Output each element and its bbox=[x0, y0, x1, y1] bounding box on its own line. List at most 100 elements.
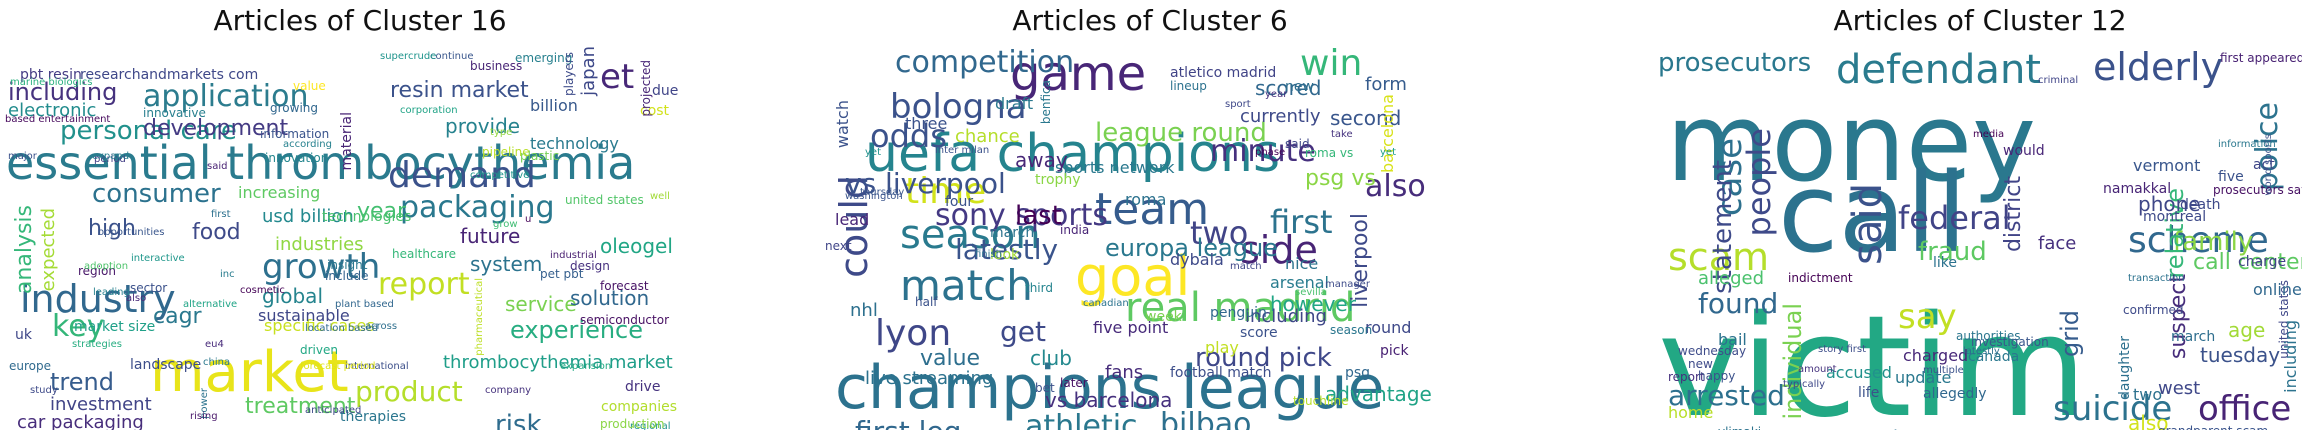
cloud-word: report bbox=[378, 267, 470, 302]
cloud-word: resin market bbox=[390, 78, 529, 103]
cloud-word: match bbox=[900, 261, 1033, 310]
cloud-word: company bbox=[485, 385, 532, 396]
cloud-word: well bbox=[650, 191, 670, 202]
cloud-word: sony sports bbox=[935, 198, 1109, 233]
cloud-word: growth bbox=[262, 247, 381, 287]
cloud-word: touchline bbox=[1293, 394, 1349, 408]
cloud-word: demand bbox=[388, 155, 536, 196]
cloud-word: include bbox=[325, 269, 369, 283]
cloud-word: including bbox=[1245, 306, 1327, 327]
cloud-word: application bbox=[143, 79, 309, 114]
cloud-word: international bbox=[345, 361, 409, 372]
cloud-word: landscape bbox=[130, 357, 202, 373]
cloud-word: development bbox=[143, 116, 289, 141]
cloud-word: advantage bbox=[1325, 382, 1432, 406]
cloud-word: bail bbox=[1718, 330, 1747, 349]
cloud-word: club bbox=[1030, 346, 1072, 370]
cloud-word: technologies bbox=[322, 209, 412, 225]
cloud-word: material bbox=[339, 112, 355, 171]
cloud-word: solution bbox=[570, 286, 650, 310]
cloud-word: life bbox=[1858, 385, 1880, 401]
cloud-word: supercrude bbox=[380, 51, 437, 62]
cloud-word: happy bbox=[1698, 369, 1736, 383]
cloud-word: usd billion bbox=[262, 206, 354, 227]
cloud-word: emerging bbox=[515, 51, 573, 65]
cloud-word: china bbox=[203, 357, 231, 368]
cloud-word: high bbox=[88, 216, 136, 241]
cloud-word: competitive bbox=[470, 170, 530, 181]
cloud-word: score bbox=[1240, 325, 1278, 341]
cloud-word: grid bbox=[2056, 310, 2084, 358]
cloud-word: individual bbox=[1779, 303, 1807, 420]
cloud-word: allegedly bbox=[1923, 386, 1987, 402]
cloud-word: food bbox=[192, 220, 241, 245]
cloud-word: team bbox=[1095, 184, 1210, 235]
cloud-word: sports network bbox=[1055, 158, 1175, 177]
cloud-word: information bbox=[260, 127, 330, 141]
cloud-word: wednesday bbox=[1678, 344, 1747, 358]
cloud-word: healthcare bbox=[392, 247, 456, 261]
cloud-word: industry bbox=[20, 277, 176, 321]
cloud-word: take bbox=[1331, 129, 1353, 140]
cloud-word: forecast bbox=[600, 279, 649, 293]
cloud-word: online bbox=[2253, 280, 2302, 299]
cloud-word: grandparent scam bbox=[2158, 425, 2268, 430]
cloud-word: goal bbox=[1075, 245, 1191, 308]
cloud-word: charge bbox=[2238, 254, 2287, 270]
word-cloud: essential thrombocythemia market growth ind… bbox=[0, 40, 720, 430]
cloud-word: suicide bbox=[2053, 389, 2173, 429]
cloud-word: face bbox=[2038, 233, 2077, 254]
cloud-word: home bbox=[1668, 403, 1714, 422]
cloud-word: confirmed bbox=[2123, 303, 2184, 317]
cloud-word: pipeline bbox=[482, 145, 530, 159]
cloud-word: game bbox=[1010, 46, 1147, 102]
cloud-word: cost bbox=[640, 103, 670, 119]
word-cloud: victim money call defendant elderly scam schem… bbox=[1658, 40, 2302, 430]
cloud-word: industrial bbox=[550, 250, 597, 261]
cloud-word: value bbox=[920, 346, 981, 371]
cloud-word: market size bbox=[74, 319, 156, 335]
cloud-word: typically bbox=[1783, 379, 1826, 390]
cloud-word: uefa champions bbox=[865, 124, 1281, 184]
cloud-word: next bbox=[825, 239, 852, 253]
cloud-word: match bbox=[1230, 261, 1262, 272]
cloud-word: amount bbox=[1798, 364, 1837, 375]
cloud-word: look bbox=[990, 247, 1020, 263]
cloud-word: third bbox=[1025, 281, 1053, 295]
cloud-word: adoption bbox=[84, 261, 129, 272]
cloud-word: pbt resin bbox=[20, 67, 82, 83]
cloud-word: currently bbox=[1240, 106, 1321, 127]
cloud-word: corporation bbox=[400, 105, 458, 116]
cloud-word: pick bbox=[1380, 343, 1409, 359]
cloud-word: win bbox=[1300, 43, 1363, 84]
cloud-word: minute bbox=[1210, 134, 1316, 169]
cloud-word: alleged bbox=[1698, 268, 1765, 289]
cloud-word: new bbox=[1688, 357, 1713, 371]
cloud-word: district bbox=[2001, 176, 2026, 253]
cloud-word: chance bbox=[955, 126, 1020, 147]
cloud-word: march bbox=[2171, 329, 2216, 345]
cloud-word: across bbox=[365, 321, 398, 332]
cloud-word: arrested bbox=[1668, 379, 1785, 412]
cloud-word: nhl bbox=[850, 300, 878, 321]
cloud-word: psg bbox=[1345, 365, 1371, 381]
cloud-word: draft bbox=[995, 94, 1034, 113]
cloud-word: attorney bbox=[1908, 428, 1993, 430]
cloud-word: arsenal bbox=[1270, 273, 1329, 292]
cloud-word: bet bbox=[1035, 381, 1055, 395]
cloud-word: half bbox=[915, 295, 938, 309]
cloud-word: also bbox=[2128, 411, 2169, 430]
cloud-word: said bbox=[207, 161, 228, 172]
cloud-word: business bbox=[470, 59, 523, 73]
cloud-word: product bbox=[355, 375, 463, 408]
cloud-word: researchandmarkets com bbox=[80, 67, 259, 83]
cloud-word: marine biologics bbox=[10, 77, 93, 88]
cloud-word: driven bbox=[300, 343, 338, 357]
cloud-word: bologna bbox=[890, 87, 1027, 127]
cloud-word: nice bbox=[1285, 254, 1319, 273]
cloud-word: montreal bbox=[2143, 209, 2207, 225]
cloud-word: specific cases bbox=[264, 316, 375, 335]
cloud-word: according bbox=[283, 139, 332, 150]
cloud-word: study bbox=[30, 385, 58, 396]
cloud-word: roma vs bbox=[1305, 146, 1354, 160]
